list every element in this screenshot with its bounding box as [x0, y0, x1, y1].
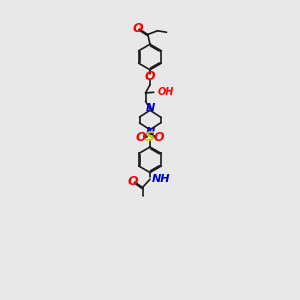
Text: NH: NH [152, 174, 171, 184]
Text: O: O [145, 70, 155, 83]
Text: O: O [154, 131, 164, 144]
Text: OH: OH [158, 87, 174, 97]
Text: N: N [146, 103, 154, 113]
Text: O: O [128, 175, 138, 188]
Text: O: O [132, 22, 143, 35]
Text: N: N [146, 127, 154, 136]
Text: O: O [136, 131, 146, 144]
Text: S: S [145, 130, 155, 144]
